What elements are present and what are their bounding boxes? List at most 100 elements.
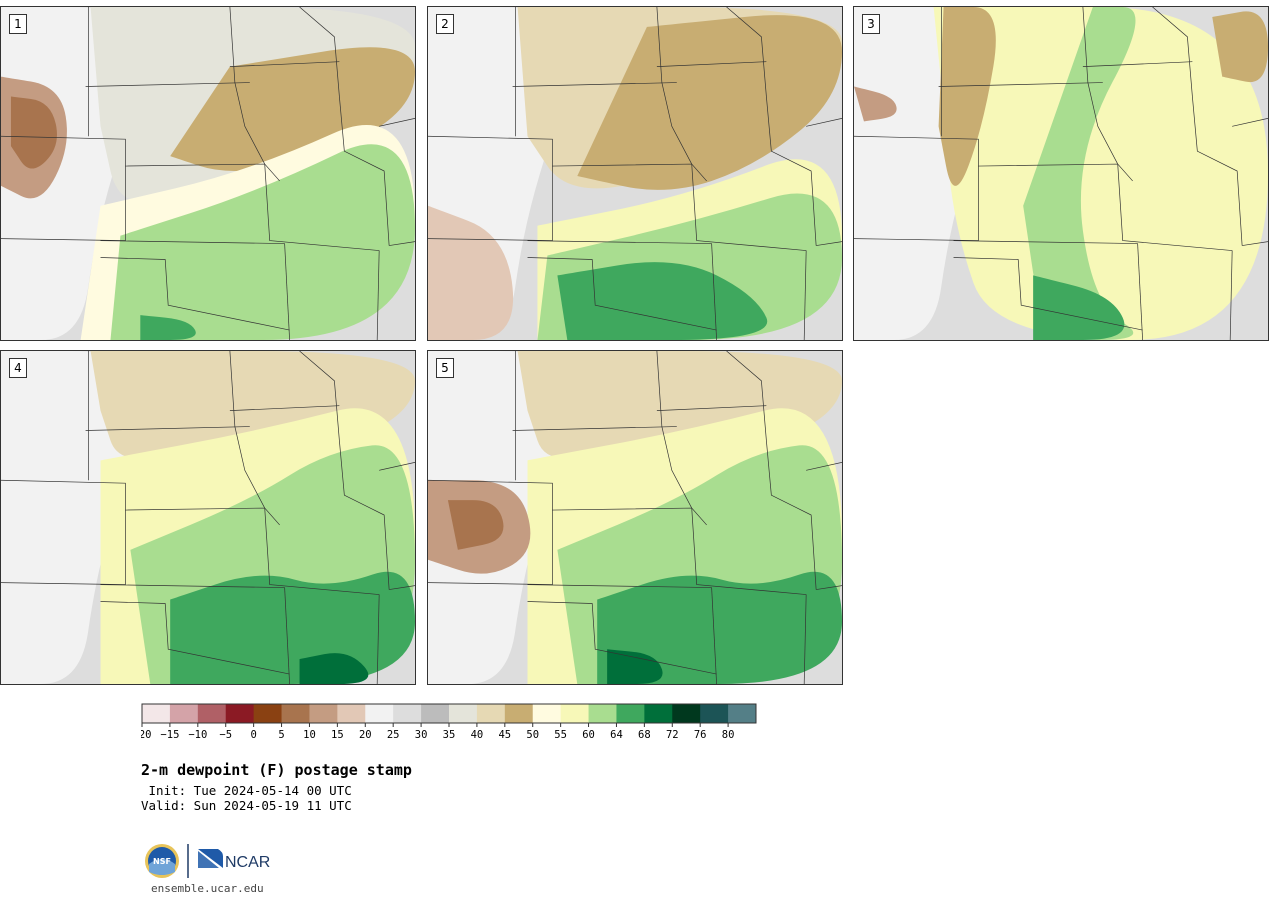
moist-region: [170, 571, 415, 684]
state-border: [1082, 7, 1119, 165]
state-border: [527, 257, 717, 331]
state-border: [656, 7, 693, 165]
dewpoint-map: [1, 7, 415, 340]
state-border: [1082, 61, 1193, 67]
colorbar-swatch: [700, 704, 729, 723]
colorbar-tick-label: 15: [331, 729, 344, 741]
init-time: Init: Tue 2024-05-14 00 UTC: [141, 783, 352, 798]
dewpoint-map: [1, 351, 415, 684]
moist-region: [607, 649, 663, 684]
dry-region: [1212, 11, 1268, 83]
dewpoint-map: [854, 7, 1268, 340]
state-border: [1152, 7, 1193, 97]
state-border: [512, 82, 677, 87]
panel-3: 3: [853, 6, 1269, 341]
figure-title: 2-m dewpoint (F) postage stamp: [141, 761, 412, 779]
dry-core: [10, 96, 57, 169]
panel-label: 1: [9, 14, 27, 34]
colorbar-swatch: [365, 704, 394, 723]
moist-region: [140, 315, 196, 340]
state-border: [656, 405, 767, 411]
panel-label: 2: [436, 14, 454, 34]
dewpoint-map: [428, 351, 842, 684]
state-border: [527, 584, 712, 588]
colorbar-tick-label: 35: [443, 729, 456, 741]
state-border: [806, 461, 842, 471]
colorbar-swatch: [644, 704, 673, 723]
state-border: [100, 601, 290, 675]
colorbar-tick-label: 72: [666, 729, 679, 741]
state-border: [389, 241, 415, 246]
state-border: [527, 601, 717, 675]
state-border: [229, 405, 340, 411]
state-border: [816, 241, 842, 246]
panel-4: 4: [0, 350, 416, 685]
state-border: [803, 250, 807, 340]
colorbar-tick-label: 68: [638, 729, 651, 741]
state-border: [1, 479, 126, 585]
state-border: [1, 135, 126, 241]
colorbar-swatch: [337, 704, 366, 723]
colorbar-swatch: [728, 704, 757, 723]
state-border: [806, 117, 842, 127]
moist-region: [110, 144, 415, 340]
state-border: [428, 479, 553, 585]
state-border: [953, 240, 1138, 244]
colorbar: −20 −15 −10 −5 0 5 10 15 20 25 30 35 40 45 50 55 60 64 68 7…: [141, 703, 757, 741]
state-border: [428, 135, 553, 241]
state-border: [726, 351, 767, 441]
state-border: [1242, 241, 1268, 246]
state-border: [264, 164, 380, 251]
colorbar-tick-label: −15: [160, 729, 179, 741]
colorbar-tick-label: 80: [722, 729, 735, 741]
state-border: [711, 587, 717, 684]
state-border: [656, 61, 767, 67]
state-border: [100, 257, 290, 331]
state-border: [803, 594, 807, 684]
state-border: [264, 508, 380, 595]
colorbar-swatch: [253, 704, 283, 723]
footer-url: ensemble.ucar.edu: [151, 882, 264, 895]
colorbar-tick-label: −20: [141, 729, 151, 741]
logos: NSF NCAR: [145, 844, 270, 878]
colorbar-tick-label: 5: [278, 729, 284, 741]
state-border: [284, 243, 290, 340]
colorbar-swatch: [142, 704, 171, 723]
state-border: [816, 585, 842, 590]
moist-region: [299, 653, 369, 684]
colorbar-swatch: [281, 704, 310, 723]
state-border: [339, 440, 390, 590]
dewpoint-map: [428, 7, 842, 340]
state-border: [376, 250, 380, 340]
colorbar-swatch: [225, 704, 255, 723]
colorbar-tick-label: 25: [387, 729, 400, 741]
state-border: [1232, 117, 1268, 127]
colorbar-swatch: [672, 704, 701, 723]
valid-time: Valid: Sun 2024-05-19 11 UTC: [141, 798, 352, 813]
state-border: [299, 351, 340, 441]
title-block: 2-m dewpoint (F) postage stamp Init: Tue…: [141, 761, 412, 813]
dry-core: [854, 86, 897, 122]
state-border: [376, 594, 380, 684]
state-border: [854, 135, 979, 241]
colorbar-tick-label: 45: [498, 729, 511, 741]
colorbar-swatch: [560, 704, 590, 723]
moist-region: [1023, 7, 1136, 340]
state-border: [229, 351, 266, 509]
state-border: [284, 587, 290, 684]
colorbar-swatch: [476, 704, 506, 723]
colorbar-swatch: [421, 704, 450, 723]
colorbar-swatch: [449, 704, 478, 723]
state-border: [389, 585, 415, 590]
colorbar-tick-label: 30: [415, 729, 428, 741]
state-border: [100, 240, 285, 244]
state-border: [85, 426, 250, 431]
state-borders: [854, 7, 1268, 340]
colorbar-swatch: [532, 704, 562, 723]
ncar-logo-icon: NCAR: [198, 849, 270, 871]
ncar-text: NCAR: [225, 854, 270, 871]
dry-core: [447, 500, 504, 550]
colorbar-tick-label: 0: [250, 729, 256, 741]
state-border: [938, 82, 1103, 87]
state-border: [85, 82, 250, 87]
